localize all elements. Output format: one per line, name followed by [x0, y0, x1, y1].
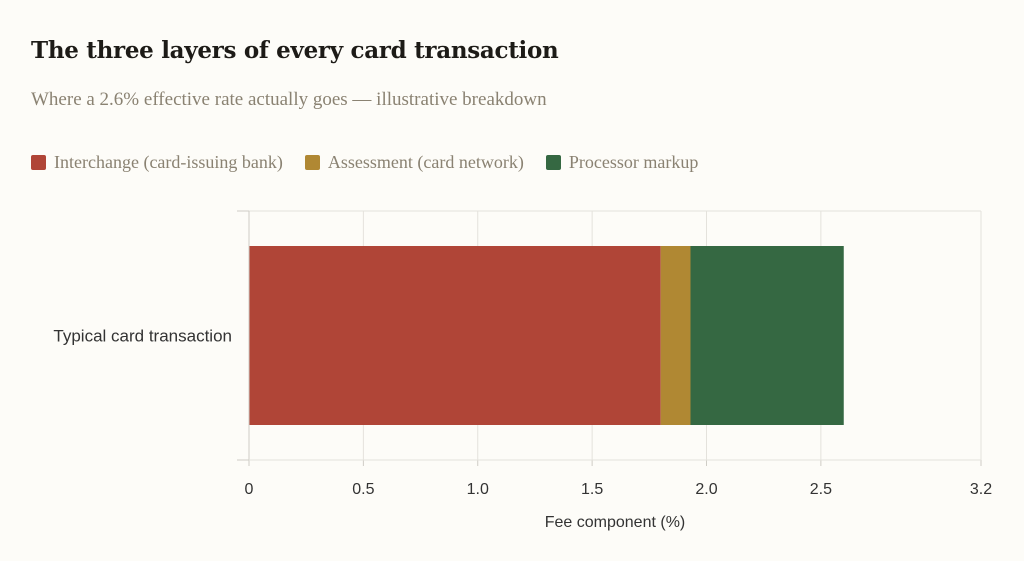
- legend-item-assessment: Assessment (card network): [304, 152, 524, 173]
- chart-title: The three layers of every card transacti…: [31, 37, 559, 64]
- axes: 0 0.5 1.0 1.5 2.0 2.5 3.2 Typical card transact…: [53, 210, 992, 531]
- legend-item-interchange: Interchange (card-issuing bank): [31, 152, 283, 173]
- legend-label-assessment: Assessment (card network): [327, 152, 524, 172]
- chart-legend: Interchange (card-issuing bank) Assessme…: [31, 152, 720, 173]
- legend-item-processor: Processor markup: [545, 152, 699, 173]
- x-tick-label: 0.5: [352, 481, 374, 498]
- chart-subtitle: Where a 2.6% effective rate actually goe…: [31, 89, 547, 110]
- x-tick-label: 0: [245, 481, 254, 498]
- y-category-label: Typical card transaction: [53, 327, 232, 346]
- bar-segment-processor-markup: [690, 246, 844, 425]
- bar-segment-interchange: [249, 246, 661, 425]
- x-axis-title: Fee component (%): [545, 514, 686, 531]
- x-tick-label: 2.0: [695, 481, 717, 498]
- x-tick-label: 3.2: [970, 481, 992, 498]
- bar-segment-assessment: [660, 246, 691, 425]
- x-tick-label: 1.5: [581, 481, 603, 498]
- legend-label-interchange: Interchange (card-issuing bank): [54, 152, 283, 172]
- x-tick-label: 2.5: [810, 481, 832, 498]
- bar-segments: [249, 246, 844, 425]
- legend-label-processor: Processor markup: [568, 152, 699, 172]
- legend-swatch-processor: [545, 155, 561, 170]
- x-tick-label: 1.0: [467, 481, 489, 498]
- legend-swatch-interchange: [31, 155, 46, 170]
- legend-swatch-assessment: [304, 155, 320, 170]
